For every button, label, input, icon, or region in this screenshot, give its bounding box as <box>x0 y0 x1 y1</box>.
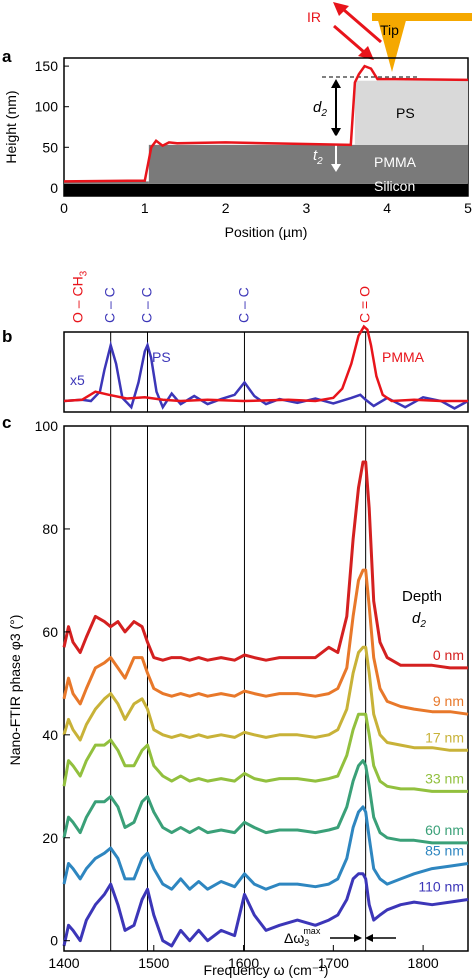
silicon-label: Silicon <box>374 178 415 194</box>
depth-series-line <box>62 568 469 716</box>
panel-c-frame <box>63 425 469 952</box>
ps-spectrum-line <box>63 340 469 410</box>
ps-series-label: PS <box>152 349 171 365</box>
tip-cone <box>376 13 408 72</box>
panel-b-letter: b <box>2 327 12 346</box>
bond-label: C – C <box>235 287 251 323</box>
panel-a-xtick-label: 5 <box>464 200 472 216</box>
depth-series-label: 110 nm <box>418 879 464 895</box>
d2-label: d2 <box>313 99 327 119</box>
panel-c-series: 0 nm 9 nm 17 nm 33 nm 60 nm 85 nm 110 nm <box>62 460 469 948</box>
panel-c-xtick-label: 1600 <box>228 955 259 971</box>
panel-c-letter: c <box>2 413 11 432</box>
depth-series-label: 85 nm <box>425 843 464 859</box>
depth-title: Depth <box>402 588 442 605</box>
depth-series-line <box>62 759 468 845</box>
bond-label: C – C <box>102 287 118 323</box>
panel-a-ytick-label: 100 <box>35 99 59 115</box>
depth-series-line <box>62 805 469 891</box>
panel-c-ytick-label: 100 <box>35 418 59 434</box>
pmma-series-label: PMMA <box>382 349 425 365</box>
panel-b-frame <box>63 331 469 413</box>
depth-series-label: 33 nm <box>425 770 464 786</box>
silicon-layer <box>64 183 468 196</box>
panel-a-xlabel: Position (µm) <box>225 224 308 240</box>
panel-a-ytick-label: 150 <box>35 58 59 74</box>
panel-c-ytick-label: 40 <box>42 727 58 743</box>
pmma-layer <box>148 144 468 184</box>
depth-series-label: 60 nm <box>425 822 464 838</box>
ir-label: IR <box>307 9 321 25</box>
delta-omega-annotation <box>330 934 396 942</box>
depth-series-line <box>62 460 468 670</box>
panel-c-ytick-label: 80 <box>42 521 58 537</box>
panel-c-xtick-label: 1400 <box>48 955 79 971</box>
panel-c-ylabel: Nano-FTIR phase φ3 (°) <box>7 615 23 766</box>
pmma-spectrum-line <box>63 324 468 403</box>
ps-layer <box>354 80 468 145</box>
tip-illustration: Tip IR <box>307 2 472 72</box>
height-profile-line <box>63 64 469 183</box>
bond-label: C – C <box>138 287 154 323</box>
depth-series-label: 9 nm <box>433 693 464 709</box>
panel-c-xtick-label: 1700 <box>318 955 349 971</box>
delta-omega-label: Δω3max <box>284 926 321 948</box>
t2-label: t2 <box>313 147 323 167</box>
bond-labels: O – CH3 C – C C – C C – C C = O <box>69 270 372 323</box>
panel-a-xtick-label: 3 <box>303 200 311 216</box>
panel-a-letter: a <box>2 47 12 66</box>
d2-arrow <box>331 79 341 137</box>
pmma-thin-layer <box>64 181 149 184</box>
depth-title-d2: d2 <box>412 610 426 630</box>
panel-a-xtick-label: 4 <box>383 200 391 216</box>
panel-c-xtick-label: 1500 <box>138 955 169 971</box>
panel-c-ticks: 1400 1500 1600 1700 1800 0 20 40 60 80 100 <box>35 418 439 971</box>
depth-series-label: 0 nm <box>433 647 464 663</box>
ir-arrow-out-head <box>358 46 374 60</box>
bond-label: O – CH3 <box>69 270 89 323</box>
ps-label: PS <box>396 105 415 121</box>
panel-c-ytick-label: 0 <box>50 933 58 949</box>
x5-label: x5 <box>70 372 85 388</box>
panel-c-xlabel: Frequency ω (cm⁻¹) <box>204 962 329 978</box>
panel-c-ytick-label: 20 <box>42 830 58 846</box>
tip-cantilever <box>372 13 472 21</box>
ir-arrow-in <box>343 8 382 44</box>
panel-a-ytick-label: 50 <box>42 139 58 155</box>
panel-c-xtick-label: 1800 <box>408 955 439 971</box>
depth-series-line <box>62 645 468 752</box>
panel-a-xtick-label: 2 <box>222 200 230 216</box>
ir-arrow-in-head <box>333 2 349 16</box>
depth-series-line <box>62 872 469 948</box>
panel-c-reference-lines <box>110 426 367 951</box>
ir-arrow-out <box>333 24 365 54</box>
bond-label: C = O <box>357 286 373 323</box>
panel-a-xtick-label: 0 <box>60 200 68 216</box>
panel-a-ylabel: Height (nm) <box>3 90 19 163</box>
panel-a-ytick-label: 0 <box>50 180 58 196</box>
panel-c-ytick-label: 60 <box>42 624 58 640</box>
tip-label: Tip <box>380 22 399 38</box>
pmma-label: PMMA <box>374 154 417 170</box>
depth-series-line <box>62 712 468 793</box>
panel-a-xtick-label: 1 <box>141 200 149 216</box>
depth-series-label: 17 nm <box>425 729 464 745</box>
